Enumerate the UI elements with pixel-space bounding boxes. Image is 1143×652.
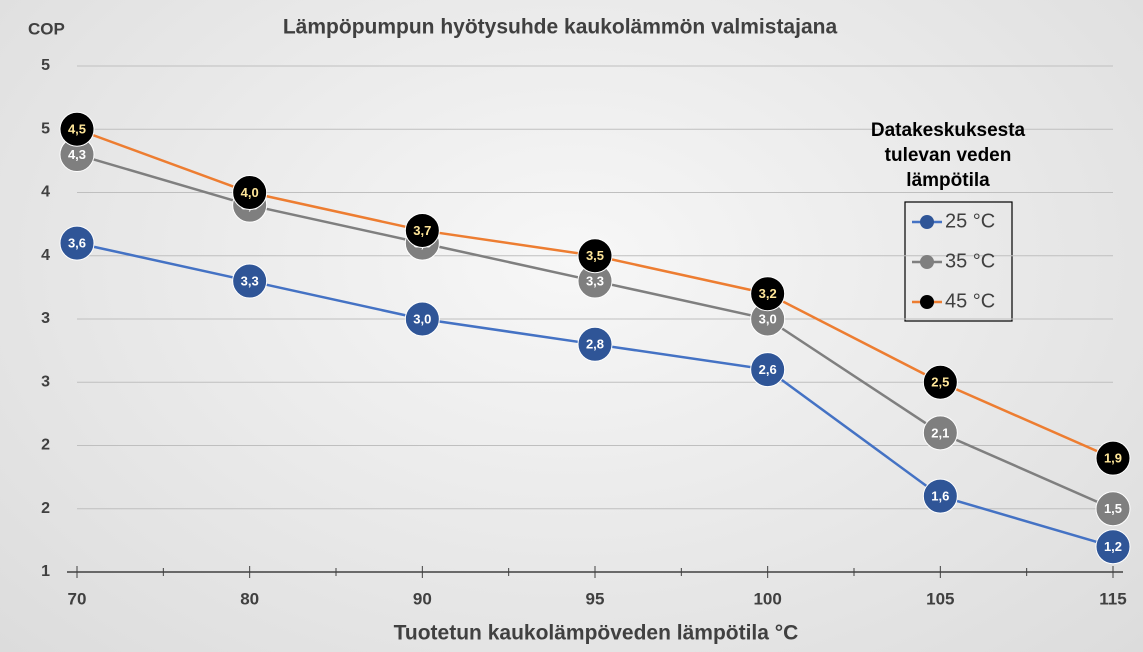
x-tick-label: 70 (68, 589, 87, 608)
data-point (232, 175, 268, 210)
data-point (59, 225, 95, 261)
chart-title: Lämpöpumpun hyötysuhde kaukolämmön valmi… (283, 16, 838, 39)
y-tick-label: 3 (41, 310, 50, 327)
y-tick-label: 2 (41, 437, 50, 454)
data-point (922, 478, 958, 514)
data-point (1095, 440, 1131, 476)
legend-box (904, 201, 1013, 322)
x-tick-label: 115 (1099, 589, 1126, 608)
data-point (1095, 491, 1131, 527)
data-label: 1,6 (931, 489, 949, 504)
data-label: 2,1 (931, 425, 949, 440)
data-point (577, 326, 613, 362)
data-label: 3,3 (586, 273, 604, 288)
x-tick-label: 90 (413, 589, 432, 608)
legend-label: 25 °C (945, 210, 995, 232)
data-label: 1,5 (1104, 501, 1122, 516)
data-label: 2,6 (759, 362, 777, 377)
data-point (577, 238, 613, 274)
data-point (404, 212, 440, 248)
data-label: 3,6 (68, 236, 86, 251)
data-point (750, 352, 786, 388)
data-label: 1,9 (1104, 451, 1122, 466)
legend-title: Datakeskuksesta tulevan veden lämpötila (870, 120, 1026, 191)
x-axis-label: Tuotetun kaukolämpöveden lämpötila °C (394, 622, 799, 645)
y-tick-label: 4 (41, 184, 50, 201)
legend-marker (920, 255, 934, 269)
data-label: 3,0 (413, 311, 431, 326)
legend-marker (920, 215, 934, 229)
data-label: 4,0 (241, 185, 259, 200)
data-label: 2,5 (931, 375, 949, 390)
legend-label: 45 °C (945, 290, 995, 312)
data-point (1095, 529, 1131, 565)
y-tick-label: 5 (41, 120, 50, 137)
data-label: 4,3 (68, 147, 86, 162)
x-tick-label: 95 (586, 589, 605, 608)
data-point (922, 415, 958, 451)
legend-marker (920, 295, 934, 309)
data-point (59, 111, 95, 147)
data-point (404, 301, 440, 337)
data-label: 3,5 (586, 248, 604, 263)
data-label: 3,0 (759, 311, 777, 326)
y-tick-label: 1 (41, 563, 50, 580)
data-point (750, 276, 786, 312)
x-tick-label: 100 (753, 589, 781, 608)
data-label: 3,7 (413, 223, 431, 238)
x-tick-label: 105 (926, 589, 954, 608)
data-label: 1,2 (1104, 539, 1122, 554)
y-tick-label: 3 (41, 373, 50, 390)
data-label: 2,8 (586, 337, 604, 352)
data-point (922, 364, 958, 400)
data-point (232, 263, 268, 299)
legend-label: 35 °C (945, 250, 995, 272)
data-label: 3,3 (241, 273, 259, 288)
y-tick-label: 2 (41, 500, 50, 517)
x-tick-label: 80 (240, 589, 259, 608)
y-tick-label: 5 (41, 57, 50, 74)
data-label: 4,5 (68, 122, 86, 137)
data-label: 3,2 (759, 286, 777, 301)
y-tick-label: 4 (41, 247, 50, 264)
y-axis-label: COP (28, 19, 65, 38)
